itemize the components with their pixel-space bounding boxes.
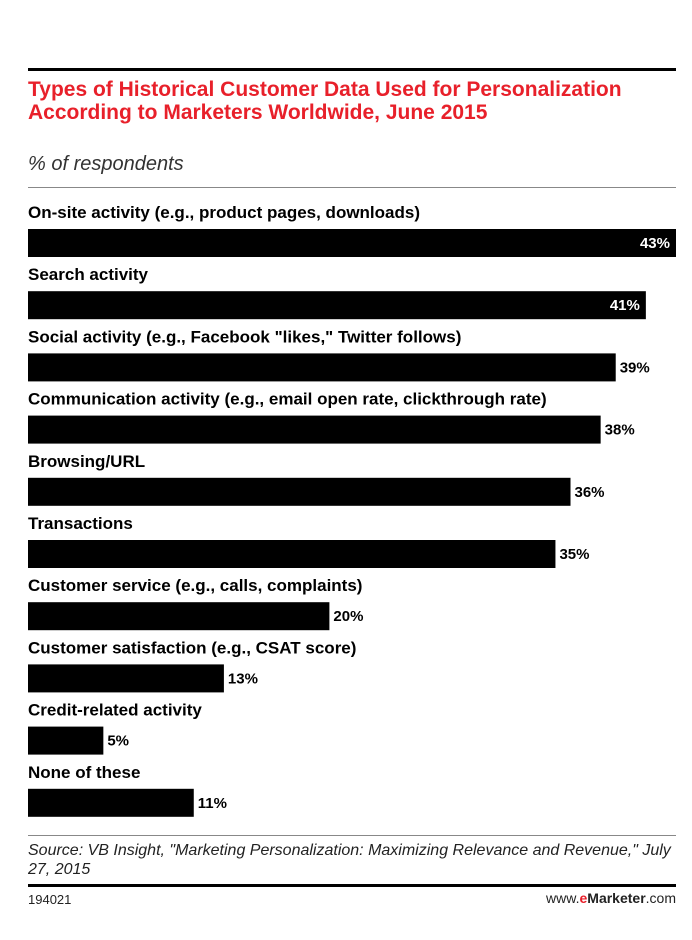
bar [28, 664, 224, 693]
bar [28, 540, 556, 568]
category-label: Credit-related activity [28, 701, 202, 720]
category-label: Communication activity (e.g., email open… [28, 390, 547, 409]
category-label: Search activity [28, 265, 149, 284]
bar [28, 353, 616, 382]
brand-prefix: www. [546, 890, 580, 906]
top-rule [28, 68, 676, 71]
source-note: Source: VB Insight, "Marketing Personali… [28, 842, 671, 878]
chart-id: 194021 [28, 892, 72, 907]
bar [28, 788, 194, 817]
value-label: 11% [198, 795, 227, 812]
value-label: 13% [228, 670, 258, 687]
chart-title: Types of Historical Customer Data Used f… [28, 78, 622, 124]
bar [28, 229, 676, 257]
bar [28, 291, 646, 320]
brand-name: Marketer [587, 890, 646, 906]
value-label: 43% [640, 235, 670, 252]
bar-chart: On-site activity (e.g., product pages, d… [28, 203, 676, 817]
source-divider [28, 835, 676, 836]
bar [28, 415, 601, 444]
category-label: Customer service (e.g., calls, complaint… [28, 576, 362, 595]
value-label: 38% [605, 422, 635, 439]
category-label: Transactions [28, 514, 133, 533]
value-label: 36% [575, 484, 605, 501]
category-label: None of these [28, 763, 140, 782]
footer-rule [28, 884, 676, 887]
brand-suffix: .com [645, 890, 676, 906]
value-label: 20% [333, 608, 363, 625]
value-label: 39% [620, 359, 650, 376]
brand-e: e [579, 890, 588, 906]
bar [28, 726, 104, 755]
value-label: 5% [107, 733, 129, 750]
chart-subtitle: % of respondents [28, 153, 184, 175]
bar [28, 477, 571, 506]
category-label: Social activity (e.g., Facebook "likes,"… [28, 327, 461, 346]
bar [28, 602, 330, 631]
value-label: 41% [610, 297, 640, 314]
subtitle-divider [28, 187, 676, 188]
category-label: Browsing/URL [28, 452, 145, 471]
category-label: On-site activity (e.g., product pages, d… [28, 203, 420, 222]
category-label: Customer satisfaction (e.g., CSAT score) [28, 638, 356, 657]
emarketer-logo[interactable]: www.eMarketer.com [546, 890, 676, 906]
value-label: 35% [559, 546, 589, 563]
